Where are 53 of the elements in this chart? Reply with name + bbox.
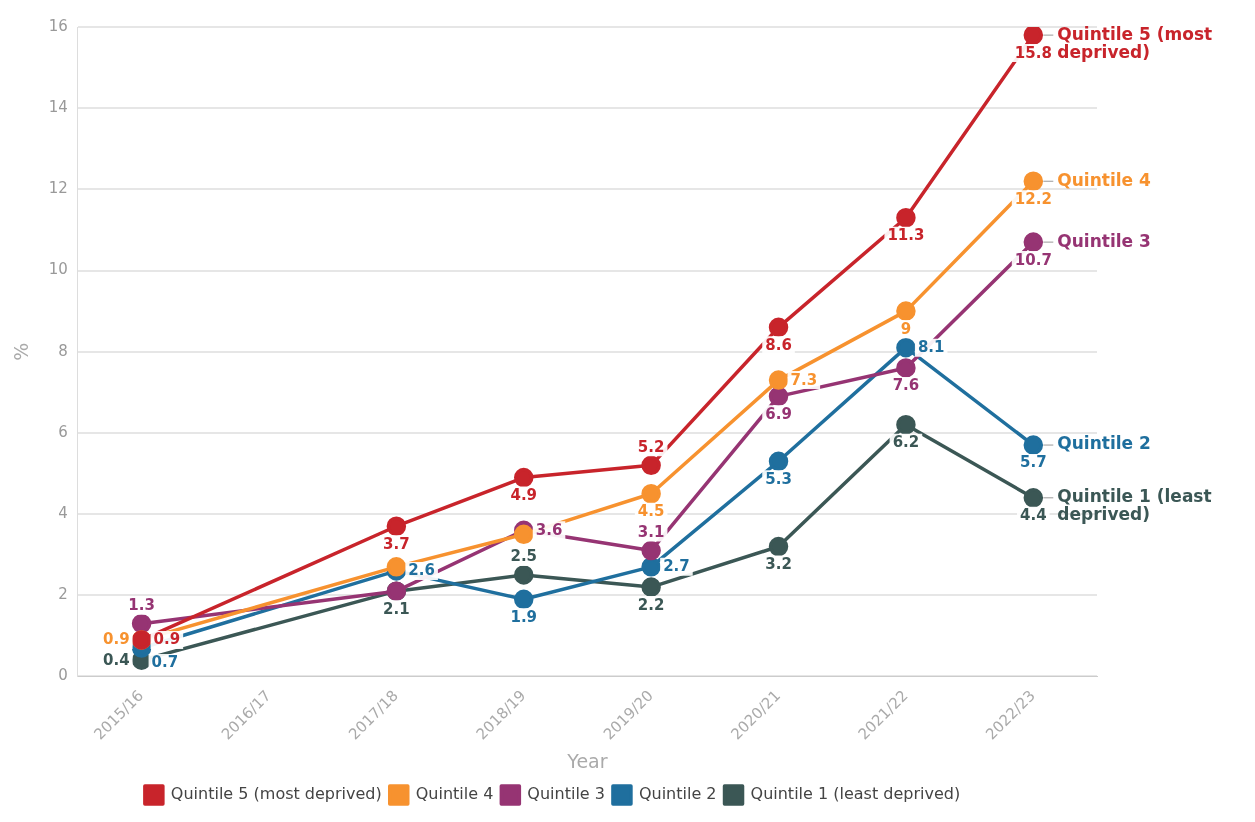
data-label: 0.4	[103, 650, 130, 669]
text: Quintile 2	[1057, 433, 1151, 454]
y-tick-label: 16	[48, 16, 68, 35]
text: Quintile 3	[1057, 230, 1151, 251]
data-label: 7.6	[892, 376, 920, 395]
y-tick-label: 10	[48, 260, 68, 279]
data-label: 4.9	[510, 485, 538, 504]
legend-label: Quintile 2	[638, 784, 717, 804]
text: Quintile 1 (least deprived)	[1057, 486, 1212, 525]
legend-label: Quintile 3	[527, 784, 605, 804]
legend-label: Quintile 5 (most deprived)	[170, 784, 382, 804]
data-label: 2.6	[408, 561, 435, 580]
data-label: 5.3	[765, 469, 792, 488]
text: Quintile 5 (most deprived)	[1057, 23, 1213, 62]
data-label: 5.7	[1020, 453, 1047, 472]
data-label: 11.3	[887, 226, 925, 245]
legend-label: Quintile 1 (least deprived)	[750, 784, 961, 804]
y-tick-label: 6	[58, 422, 68, 441]
data-label: 2.5	[510, 547, 538, 566]
data-label: 4.4	[1020, 506, 1047, 525]
data-label: 12.2	[1014, 189, 1052, 208]
data-label: 0.9	[103, 630, 130, 649]
data-label: 15.8	[1014, 43, 1052, 62]
data-label: 6.2	[892, 433, 920, 452]
data-label: 3.7	[383, 534, 410, 553]
data-label: 10.7	[1014, 250, 1052, 269]
y-tick-label: 14	[48, 98, 68, 117]
y-tick-label: 4	[58, 503, 68, 522]
text: Quintile 4	[1057, 169, 1151, 190]
data-label: 0.7	[151, 653, 179, 672]
data-label: 8.6	[765, 335, 792, 354]
y-tick-label: 12	[48, 179, 68, 198]
data-label: 8.1	[917, 338, 945, 357]
data-label: 5.2	[637, 437, 665, 456]
data-label: 4.5	[637, 502, 665, 521]
data-label: 0.9	[153, 630, 181, 649]
data-label: 2.7	[663, 557, 690, 576]
y-tick-label: 2	[58, 585, 68, 604]
y-tick-label: 0	[58, 666, 68, 685]
data-label: 2.1	[383, 599, 410, 618]
data-label: 3.6	[535, 520, 563, 539]
data-label: 6.9	[765, 404, 792, 423]
data-label: 3.2	[765, 554, 792, 573]
data-label: 9	[900, 319, 912, 338]
x-axis-title: Year	[566, 749, 608, 772]
data-label: 7.3	[790, 370, 818, 389]
legend-label: Quintile 4	[415, 784, 494, 804]
data-label: 1.3	[128, 596, 155, 615]
data-label: 2.2	[637, 595, 665, 614]
data-label: 1.9	[510, 607, 538, 626]
y-tick-label: 8	[58, 341, 68, 360]
data-label: 3.1	[637, 522, 665, 541]
y-axis-title: %	[10, 342, 33, 361]
